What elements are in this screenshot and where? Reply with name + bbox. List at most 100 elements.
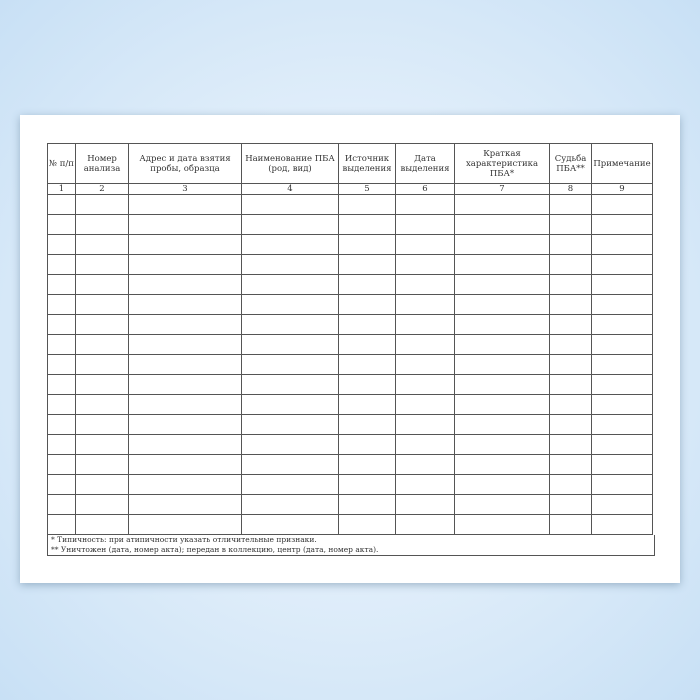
footnotes: * Типичность: при атипичности указать от… [47, 535, 655, 556]
empty-cell [241, 334, 339, 355]
table-row [47, 414, 653, 435]
empty-cell [338, 394, 396, 415]
empty-cell [128, 254, 242, 275]
empty-cell [454, 434, 550, 455]
table-row [47, 454, 653, 475]
empty-cell [75, 434, 129, 455]
column-header: Номер анализа [75, 143, 129, 184]
empty-cell [549, 414, 592, 435]
empty-cell [75, 514, 129, 535]
empty-cell [454, 274, 550, 295]
empty-cell [47, 454, 76, 475]
empty-cell [591, 254, 653, 275]
table-row [47, 314, 653, 335]
table-row [47, 274, 653, 295]
table-row [47, 474, 653, 495]
empty-cell [591, 374, 653, 395]
empty-cell [47, 334, 76, 355]
empty-cell [47, 354, 76, 375]
empty-cell [395, 274, 455, 295]
empty-cell [591, 334, 653, 355]
empty-cell [549, 434, 592, 455]
empty-cell [47, 194, 76, 215]
empty-cell [454, 334, 550, 355]
empty-cell [549, 454, 592, 475]
empty-cell [395, 474, 455, 495]
empty-cell [128, 294, 242, 315]
empty-cell [47, 494, 76, 515]
column-number: 8 [549, 183, 592, 195]
table-row [47, 214, 653, 235]
empty-cell [395, 214, 455, 235]
column-number: 3 [128, 183, 242, 195]
empty-cell [128, 274, 242, 295]
empty-cell [549, 274, 592, 295]
table-row [47, 294, 653, 315]
header-row: № п/п Номер анализа Адрес и дата взятия пр… [47, 143, 653, 184]
empty-cell [47, 414, 76, 435]
empty-cell [128, 194, 242, 215]
empty-cell [549, 314, 592, 335]
empty-cell [75, 494, 129, 515]
empty-cell [454, 514, 550, 535]
table-row [47, 194, 653, 215]
empty-cell [128, 454, 242, 475]
empty-cell [549, 254, 592, 275]
empty-cell [338, 434, 396, 455]
empty-cell [591, 274, 653, 295]
empty-cell [75, 254, 129, 275]
empty-cell [338, 454, 396, 475]
empty-cell [128, 314, 242, 335]
empty-cell [454, 474, 550, 495]
table-row [47, 394, 653, 415]
empty-cell [338, 474, 396, 495]
column-header: Наименование ПБА (род, вид) [241, 143, 339, 184]
empty-cell [549, 334, 592, 355]
empty-cell [549, 214, 592, 235]
empty-cell [454, 254, 550, 275]
document-page: № п/п Номер анализа Адрес и дата взятия пр… [20, 115, 680, 583]
empty-cell [549, 194, 592, 215]
empty-cell [47, 234, 76, 255]
empty-cell [591, 514, 653, 535]
column-header: Примечание [591, 143, 653, 184]
empty-cell [128, 394, 242, 415]
empty-cell [549, 514, 592, 535]
empty-cell [47, 514, 76, 535]
empty-cell [591, 414, 653, 435]
table-row [47, 354, 653, 375]
column-number: 1 [47, 183, 76, 195]
table-row [47, 494, 653, 515]
empty-cell [454, 214, 550, 235]
empty-cell [241, 194, 339, 215]
empty-cell [338, 194, 396, 215]
empty-cell [549, 394, 592, 415]
empty-cell [75, 314, 129, 335]
empty-cell [591, 494, 653, 515]
empty-cell [591, 294, 653, 315]
empty-cell [241, 514, 339, 535]
empty-cell [241, 234, 339, 255]
column-number: 6 [395, 183, 455, 195]
empty-cell [241, 494, 339, 515]
empty-cell [75, 274, 129, 295]
column-header: № п/п [47, 143, 76, 184]
empty-cell [75, 394, 129, 415]
table-row [47, 334, 653, 355]
footnote-1: * Типичность: при атипичности указать от… [51, 535, 317, 544]
empty-cell [128, 334, 242, 355]
empty-cell [47, 314, 76, 335]
empty-cell [338, 254, 396, 275]
empty-cell [395, 194, 455, 215]
column-header: Краткая характеристика ПБА* [454, 143, 550, 184]
empty-cell [338, 414, 396, 435]
column-header: Адрес и дата взятия пробы, образца [128, 143, 242, 184]
footnote-2: ** Уничтожен (дата, номер акта); передан… [51, 544, 379, 554]
empty-cell [549, 374, 592, 395]
empty-cell [591, 474, 653, 495]
empty-cell [75, 194, 129, 215]
empty-cell [241, 434, 339, 455]
empty-cell [395, 334, 455, 355]
empty-cell [338, 314, 396, 335]
